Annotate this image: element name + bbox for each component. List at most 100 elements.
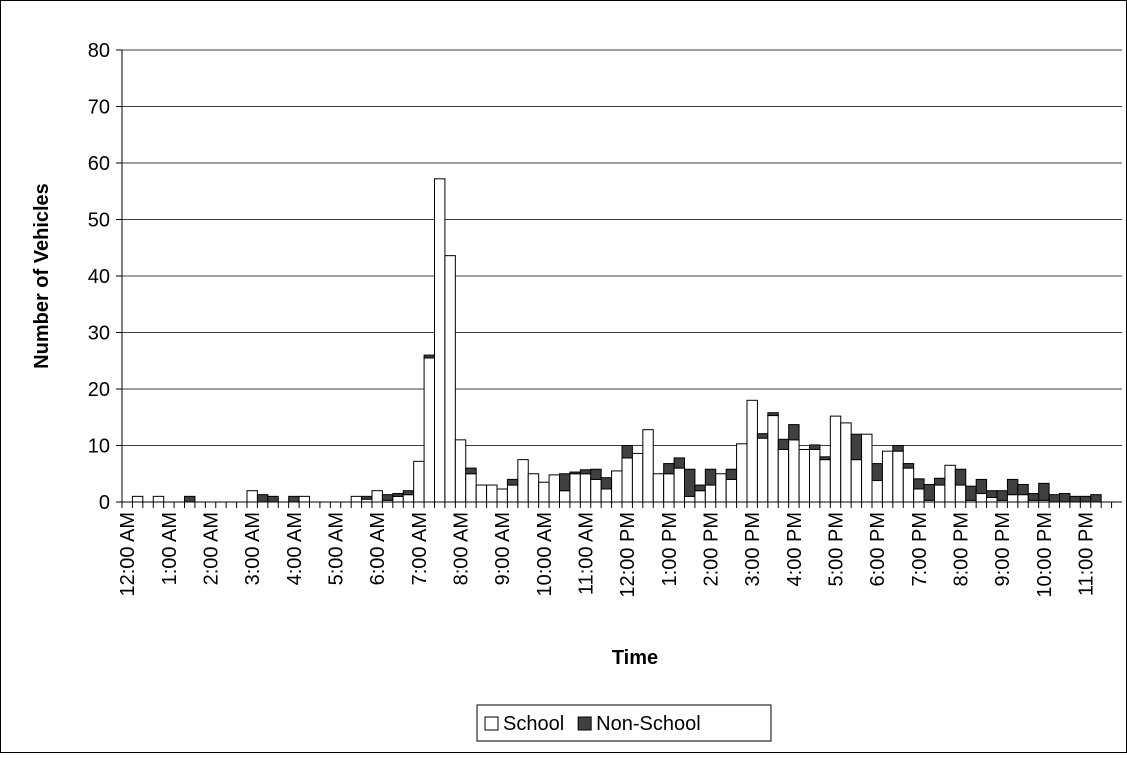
x-tick-label: 7:00 AM: [409, 512, 431, 585]
bar-segment: [809, 444, 821, 450]
bar-segment: [777, 448, 790, 503]
x-tick-label: 5:00 AM: [326, 512, 348, 585]
bar-segment: [652, 473, 665, 503]
bar-segment: [913, 488, 925, 503]
bar-segment: [694, 484, 706, 492]
bar-segment: [392, 493, 404, 497]
bar-segment: [371, 490, 383, 503]
y-axis-title: Number of Vehicles: [31, 183, 53, 369]
bar-segment: [1048, 494, 1061, 503]
bar-segment: [131, 495, 144, 503]
x-tick-label: 12:00 PM: [617, 512, 639, 598]
x-tick-label: 8:00 PM: [951, 512, 973, 586]
bar-segment: [1017, 494, 1029, 503]
bar-segment: [673, 457, 685, 469]
bar-segment: [465, 467, 477, 475]
bar-segment: [1090, 494, 1102, 503]
bar-segment: [746, 399, 758, 503]
bar-segment: [996, 490, 1008, 501]
bar-segment: [506, 484, 519, 503]
x-tick-label: 11:00 PM: [1076, 512, 1098, 596]
bar-segment: [1038, 482, 1050, 501]
bar-segment: [621, 457, 633, 503]
legend-box: [476, 704, 772, 742]
bar-segment: [392, 495, 404, 503]
bar-segment: [892, 445, 904, 452]
bar-segment: [579, 473, 592, 503]
bar-segment: [986, 490, 998, 498]
bar-segment: [756, 433, 769, 439]
bar-segment: [1006, 494, 1019, 503]
legend-swatch: [577, 716, 592, 731]
bar-segment: [152, 495, 165, 503]
bar-segment: [881, 450, 894, 503]
x-tick-label: 5:00 PM: [826, 512, 848, 586]
bar-segment: [902, 463, 915, 469]
bar-segment: [954, 468, 967, 486]
x-tick-label: 4:00 AM: [284, 512, 306, 585]
bar-segment: [590, 468, 602, 480]
bar-segment: [434, 178, 446, 503]
x-tick-label: 12:00 AM: [117, 512, 139, 597]
bar-segment: [413, 460, 425, 503]
x-tick-label: 11:00 AM: [576, 512, 598, 595]
bar-segment: [256, 494, 269, 503]
bar-segment: [871, 463, 883, 482]
bar-segment: [756, 437, 769, 503]
bar-segment: [715, 473, 727, 503]
bar-segment: [444, 255, 456, 503]
bar-segment: [600, 477, 613, 490]
bar-segment: [871, 480, 883, 503]
legend-swatch: [484, 716, 499, 731]
bar-segment: [486, 484, 498, 503]
bar-segment: [777, 438, 790, 450]
x-tick-label: 6:00 PM: [867, 512, 889, 586]
bar-segment: [517, 459, 529, 503]
x-tick-label: 3:00 AM: [242, 512, 264, 585]
bar-segment: [704, 484, 717, 503]
bar-segment: [725, 468, 738, 480]
bar-segment: [809, 448, 821, 503]
bar-segment: [704, 468, 717, 486]
x-tick-label: 1:00 AM: [159, 512, 181, 585]
bar-segment: [1069, 495, 1081, 503]
bar-segment: [840, 422, 852, 503]
bar-segment: [642, 429, 654, 503]
bar-segment: [902, 467, 915, 503]
bar-segment: [350, 495, 363, 503]
y-tick-label: 0: [99, 492, 110, 514]
x-tick-label: 3:00 PM: [742, 512, 764, 586]
bar-segment: [496, 488, 508, 503]
bar-segment: [548, 474, 560, 503]
bar-segment: [673, 467, 685, 503]
y-tick-label: 80: [88, 40, 110, 62]
bar-segment: [621, 445, 633, 459]
bar-segment: [631, 452, 644, 503]
bar-segment: [569, 473, 581, 503]
bar-segment: [965, 485, 977, 501]
bar-segment: [454, 439, 467, 503]
x-tick-label: 9:00 PM: [992, 512, 1014, 586]
x-tick-label: 7:00 PM: [909, 512, 931, 586]
y-tick-label: 20: [88, 379, 110, 401]
bar-segment: [423, 354, 436, 359]
bar-segment: [788, 424, 800, 441]
legend-label: School: [503, 713, 564, 735]
bar-segment: [725, 478, 738, 503]
bar-segment: [559, 473, 571, 492]
bar-segment: [569, 471, 581, 475]
bar-segment: [913, 478, 925, 490]
bar-segment: [184, 495, 196, 503]
bar-segment: [934, 477, 946, 486]
bar-segment: [246, 490, 258, 503]
y-tick-label: 60: [88, 153, 110, 175]
bar-segment: [288, 495, 300, 503]
bar-segment: [684, 495, 696, 503]
bar-segment: [506, 478, 519, 486]
bar-segment: [819, 459, 831, 503]
bar-segment: [1059, 493, 1071, 503]
bar-segment: [423, 357, 436, 503]
x-tick-label: 10:00 AM: [534, 512, 556, 597]
